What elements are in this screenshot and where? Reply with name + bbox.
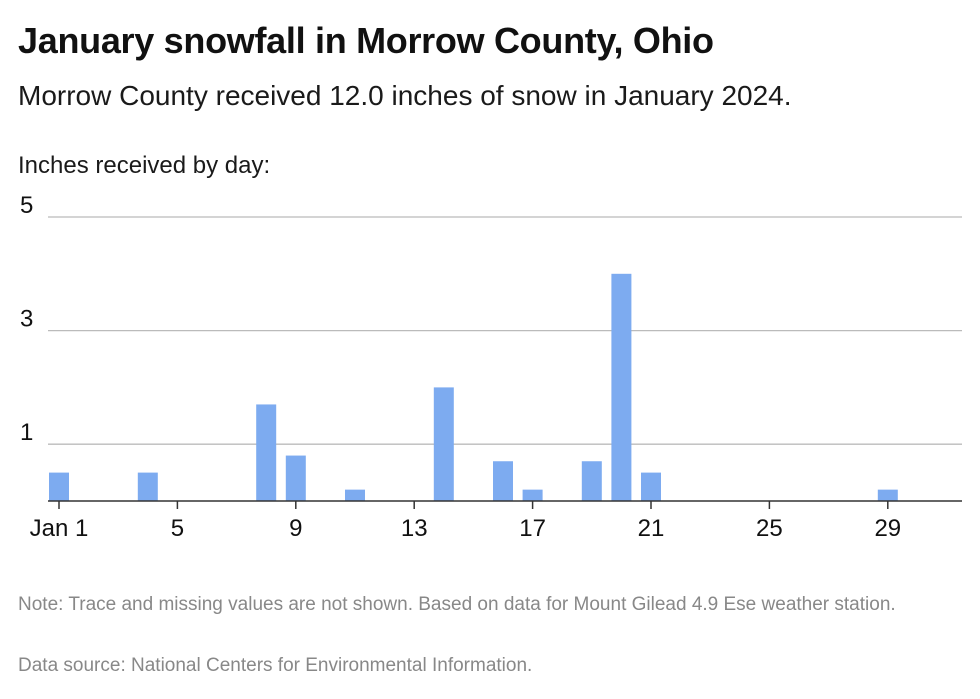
x-tick-label: 5 [171,515,184,542]
chart-note: Note: Trace and missing values are not s… [18,594,896,615]
bar-jan-19 [581,461,602,501]
y-tick-label: 3 [20,306,33,333]
bar-jan-14 [433,387,454,501]
bar-jan-20 [611,273,632,501]
bar-jan-21 [641,472,661,501]
x-tick-label: 9 [289,515,302,542]
y-axis-caption: Inches received by day: [18,152,271,179]
x-tick-label: 13 [401,515,428,542]
x-tick-label: 29 [874,515,901,542]
bar-jan-11 [345,489,365,501]
bar-jan-29 [877,489,898,501]
bar-jan-1 [49,472,69,501]
data-source: Data source: National Centers for Enviro… [18,655,533,676]
y-tick-label: 1 [20,419,33,446]
bar-jan-9 [285,455,306,501]
y-tick-label: 5 [20,192,33,219]
bar-jan-4 [137,472,158,501]
chart-subtitle: Morrow County received 12.0 inches of sn… [18,80,792,111]
bar-jan-8 [256,404,277,501]
x-tick-label: 21 [638,515,665,542]
x-tick-label: 17 [519,515,546,542]
bar-jan-17 [522,489,543,501]
chart-title: January snowfall in Morrow County, Ohio [18,20,714,61]
x-tick-label: 25 [756,515,783,542]
bar-jan-16 [493,461,513,501]
x-tick-label: Jan 1 [30,515,89,542]
